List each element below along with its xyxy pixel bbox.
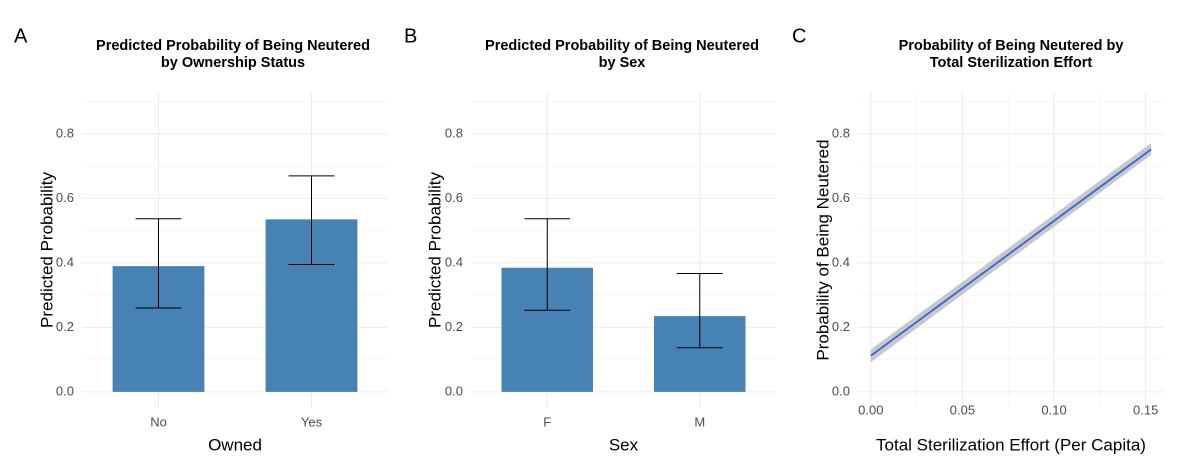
x-tick-label: Yes bbox=[301, 414, 323, 429]
y-tick-label: 0.6 bbox=[56, 190, 74, 205]
y-tick-label: 0.0 bbox=[832, 383, 850, 398]
x-tick-label: M bbox=[694, 414, 705, 429]
panel-label: C bbox=[792, 25, 806, 47]
x-tick-label: 0.05 bbox=[950, 402, 975, 417]
y-tick-label: 0.6 bbox=[445, 190, 463, 205]
y-tick-label: 0.4 bbox=[56, 254, 74, 269]
x-tick-label: No bbox=[150, 414, 167, 429]
y-axis-label: Predicted Probability bbox=[37, 172, 56, 328]
y-tick-label: 0.4 bbox=[832, 254, 850, 269]
chart-title-line: Predicted Probability of Being Neutered bbox=[96, 38, 370, 54]
x-axis-label: Owned bbox=[208, 435, 262, 454]
chart-title-line: Probability of Being Neutered by bbox=[899, 38, 1124, 54]
panel-label: A bbox=[14, 25, 28, 47]
y-tick-label: 0.8 bbox=[56, 125, 74, 140]
y-tick-label: 0.8 bbox=[445, 125, 463, 140]
x-axis-label: Sex bbox=[609, 435, 639, 454]
fit-line bbox=[870, 148, 1152, 357]
panel-label: B bbox=[404, 25, 417, 47]
x-tick-label: 0.00 bbox=[858, 402, 883, 417]
y-tick-label: 0.0 bbox=[445, 383, 463, 398]
x-tick-label: 0.15 bbox=[1133, 402, 1158, 417]
y-tick-label: 0.4 bbox=[445, 254, 463, 269]
chart-title-line: by Sex bbox=[599, 55, 646, 71]
y-tick-label: 0.2 bbox=[445, 319, 463, 334]
y-tick-label: 0.0 bbox=[56, 383, 74, 398]
y-tick-label: 0.2 bbox=[832, 319, 850, 334]
y-tick-label: 0.8 bbox=[832, 125, 850, 140]
x-tick-label: F bbox=[543, 414, 551, 429]
chart-title-line: by Ownership Status bbox=[161, 55, 305, 71]
x-axis-label: Total Sterilization Effort (Per Capita) bbox=[876, 435, 1146, 454]
y-axis-label: Probability of Being Neutered bbox=[813, 139, 832, 360]
y-tick-label: 0.2 bbox=[56, 319, 74, 334]
y-tick-label: 0.6 bbox=[832, 190, 850, 205]
y-axis-label: Predicted Probability bbox=[425, 172, 444, 328]
chart-title-line: Total Sterilization Effort bbox=[930, 55, 1093, 71]
chart-title-line: Predicted Probability of Being Neutered bbox=[485, 38, 759, 54]
x-tick-label: 0.10 bbox=[1041, 402, 1066, 417]
